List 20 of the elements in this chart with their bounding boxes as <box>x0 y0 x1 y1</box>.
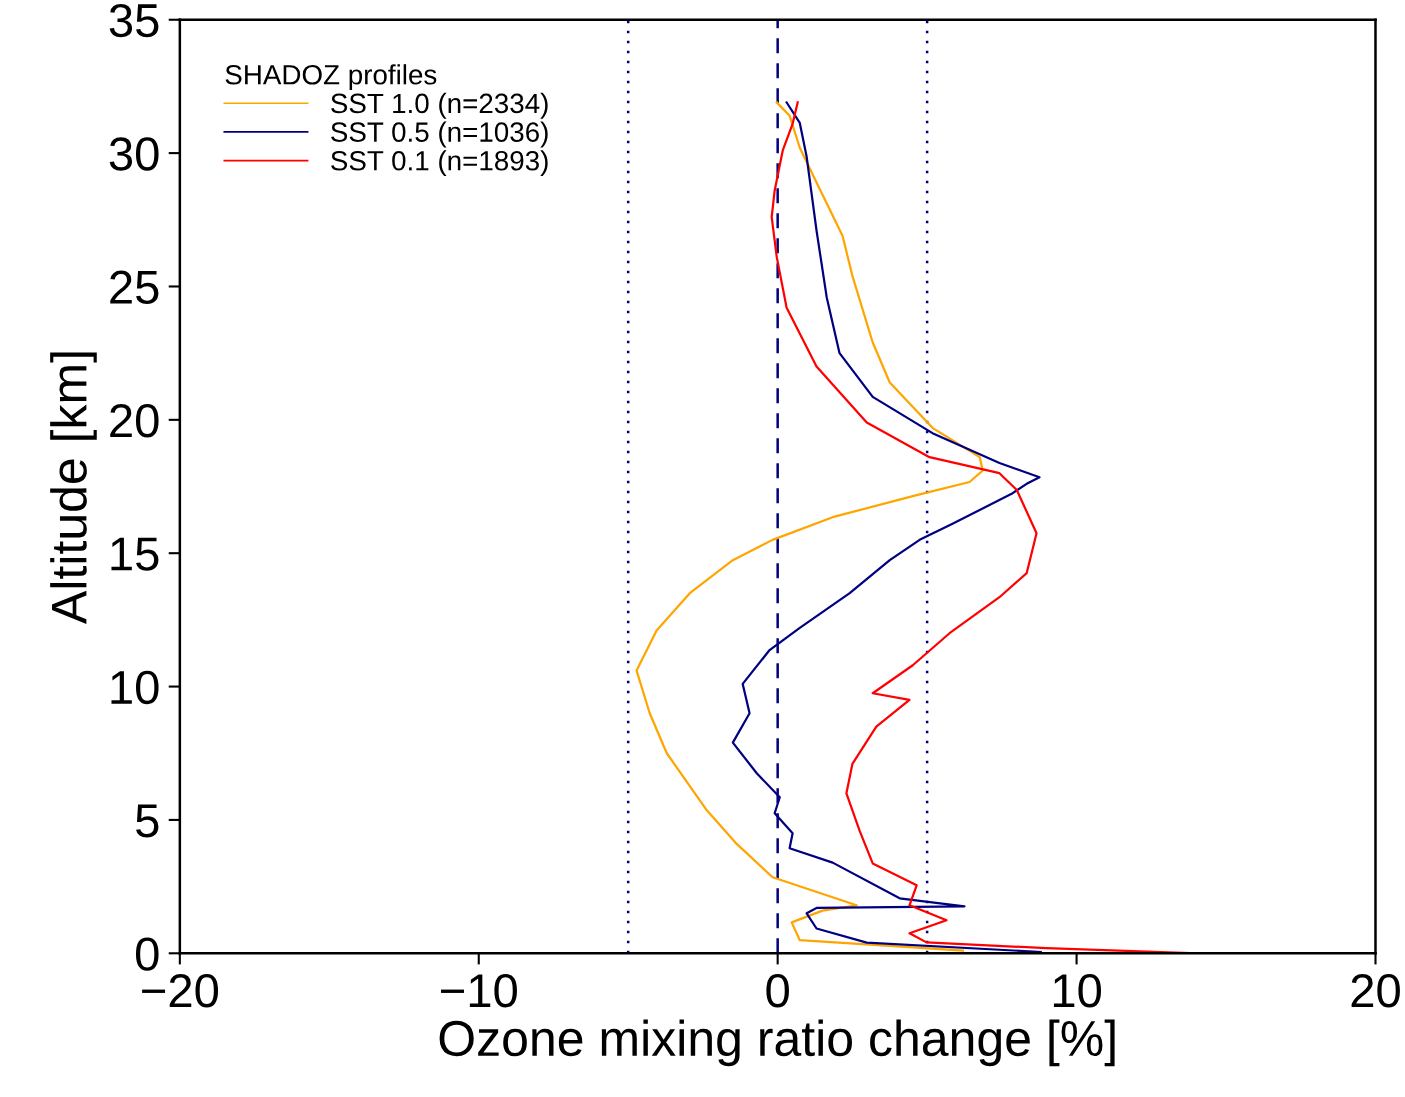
legend-label: SST 0.5 (n=1036) <box>331 121 548 148</box>
x-tick-label: 20 <box>1351 973 1400 1008</box>
y-tick-label: 35 <box>109 3 159 38</box>
x-tick-label: −10 <box>441 973 517 1008</box>
legend-title: SHADOZ profiles <box>225 64 437 91</box>
y-tick-label: 15 <box>111 537 159 571</box>
legend-label: SST 1.0 (n=2334) <box>331 92 548 119</box>
x-axis-title: Ozone mixing ratio change [%] <box>439 1019 1115 1067</box>
x-tick-label: −20 <box>142 973 219 1008</box>
y-tick-label: 25 <box>110 270 159 305</box>
legend-label: SST 0.1 (n=1893) <box>331 150 548 177</box>
y-tick-label: 20 <box>110 403 159 438</box>
x-tick-label: 0 <box>766 973 789 1008</box>
y-tick-label: 0 <box>135 937 159 971</box>
line-series <box>635 101 984 952</box>
y-tick-label: 5 <box>136 804 159 838</box>
y-tick-label: 30 <box>109 137 159 171</box>
y-axis-title: Altitude [km] <box>50 352 97 624</box>
y-tick-label: 10 <box>111 670 159 705</box>
x-tick-label: 10 <box>1053 973 1101 1008</box>
